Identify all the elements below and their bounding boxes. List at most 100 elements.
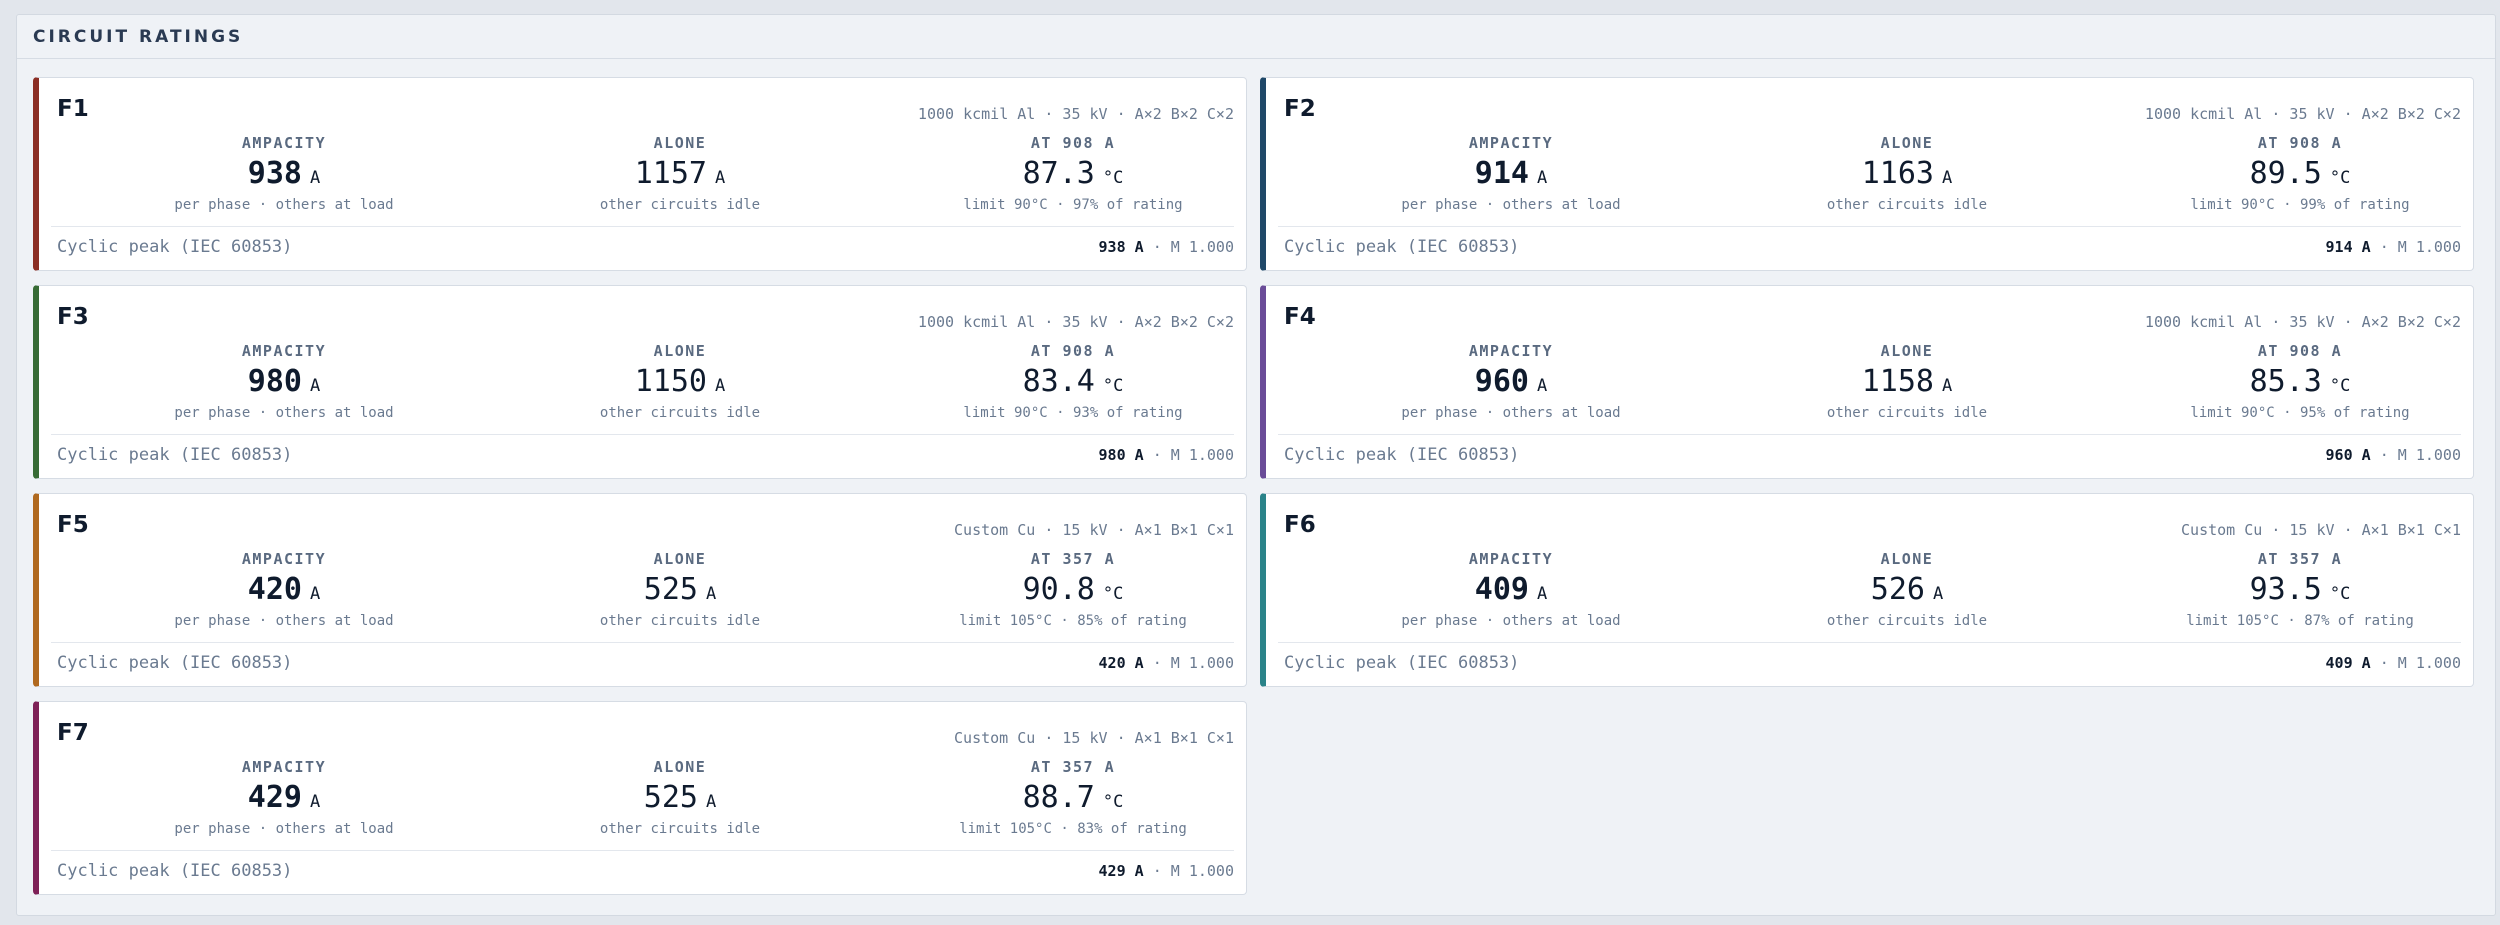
ampacity-metric: AMPACITY 429 A per phase · others at load: [84, 758, 484, 837]
ampacity-sub: per phase · others at load: [1401, 405, 1621, 421]
circuit-card-f4[interactable]: F4 1000 kcmil Al · 35 kV · A×2 B×2 C×2 A…: [1260, 285, 2474, 479]
temperature-unit: °C: [2329, 168, 2351, 188]
temperature-value: 88.7 °C: [873, 780, 1273, 818]
ampacity-value: 420 A: [84, 572, 484, 610]
ampacity-unit: A: [309, 792, 321, 812]
temperature-label: AT 357 A: [1030, 758, 1116, 776]
ampacity-sub: per phase · others at load: [1401, 197, 1621, 213]
temperature-metric: AT 908 A 89.5 °C limit 90°C · 99% of rati…: [2100, 134, 2500, 213]
alone-metric: ALONE 1158 A other circuits idle: [1707, 342, 2107, 421]
circuit-spec: 1000 kcmil Al · 35 kV · A×2 B×2 C×2: [917, 105, 1234, 123]
cyclic-peak-value: 960 A · M 1.000: [2326, 446, 2461, 464]
alone-value: 525 A: [480, 780, 880, 818]
circuit-name: F1: [57, 96, 89, 122]
ampacity-number: 914: [1474, 156, 1529, 191]
cyclic-peak-amps: 980 A: [1098, 446, 1144, 464]
alone-value: 525 A: [480, 572, 880, 610]
card-divider: [51, 642, 1234, 643]
alone-number: 1157: [634, 156, 707, 191]
circuit-card-f3[interactable]: F3 1000 kcmil Al · 35 kV · A×2 B×2 C×2 A…: [33, 285, 1247, 479]
alone-value: 1158 A: [1707, 364, 2107, 402]
temperature-unit: °C: [1102, 584, 1124, 604]
alone-label: ALONE: [653, 134, 707, 152]
circuit-card-f5[interactable]: F5 Custom Cu · 15 kV · A×1 B×1 C×1 AMPAC…: [33, 493, 1247, 687]
temperature-sub: limit 90°C · 97% of rating: [963, 197, 1183, 213]
ampacity-sub: per phase · others at load: [174, 405, 394, 421]
circuit-name: F4: [1284, 304, 1316, 330]
cyclic-peak-amps: 960 A: [2325, 446, 2371, 464]
cyclic-peak-value: 938 A · M 1.000: [1099, 238, 1234, 256]
ampacity-unit: A: [309, 584, 321, 604]
temperature-metric: AT 908 A 85.3 °C limit 90°C · 95% of rati…: [2100, 342, 2500, 421]
alone-number: 1158: [1861, 364, 1934, 399]
temperature-unit: °C: [1102, 376, 1124, 396]
temperature-label: AT 357 A: [1030, 550, 1116, 568]
temperature-metric: AT 908 A 87.3 °C limit 90°C · 97% of rati…: [873, 134, 1273, 213]
temperature-sub: limit 90°C · 93% of rating: [963, 405, 1183, 421]
alone-unit: A: [1932, 584, 1944, 604]
alone-metric: ALONE 526 A other circuits idle: [1707, 550, 2107, 629]
card-divider: [51, 434, 1234, 435]
cyclic-peak-multiplier: · M 1.000: [2379, 654, 2461, 672]
alone-sub: other circuits idle: [599, 821, 761, 837]
cyclic-peak-multiplier: · M 1.000: [2379, 238, 2461, 256]
cyclic-peak-value: 914 A · M 1.000: [2326, 238, 2461, 256]
temperature-number: 85.3: [2249, 364, 2322, 399]
temperature-number: 83.4: [1022, 364, 1095, 399]
circuit-card-f2[interactable]: F2 1000 kcmil Al · 35 kV · A×2 B×2 C×2 A…: [1260, 77, 2474, 271]
ampacity-unit: A: [309, 168, 321, 188]
alone-value: 526 A: [1707, 572, 2107, 610]
temperature-number: 93.5: [2249, 572, 2322, 607]
temperature-sub: limit 105°C · 85% of rating: [959, 613, 1187, 629]
ampacity-metric: AMPACITY 980 A per phase · others at load: [84, 342, 484, 421]
alone-metric: ALONE 1150 A other circuits idle: [480, 342, 880, 421]
alone-metric: ALONE 525 A other circuits idle: [480, 550, 880, 629]
circuit-ratings-panel: CIRCUIT RATINGS F1 1000 kcmil Al · 35 kV…: [16, 14, 2496, 916]
circuit-card-f6[interactable]: F6 Custom Cu · 15 kV · A×1 B×1 C×1 AMPAC…: [1260, 493, 2474, 687]
alone-unit: A: [705, 584, 717, 604]
alone-label: ALONE: [1880, 342, 1934, 360]
temperature-value: 93.5 °C: [2100, 572, 2500, 610]
circuit-name: F7: [57, 720, 89, 746]
ampacity-value: 938 A: [84, 156, 484, 194]
cyclic-peak-amps: 938 A: [1098, 238, 1144, 256]
temperature-value: 89.5 °C: [2100, 156, 2500, 194]
circuit-name: F6: [1284, 512, 1316, 538]
cyclic-peak-label: Cyclic peak (IEC 60853): [1284, 445, 1520, 465]
ampacity-number: 980: [247, 364, 302, 399]
ampacity-unit: A: [1536, 168, 1548, 188]
alone-sub: other circuits idle: [1826, 197, 1988, 213]
temperature-sub: limit 105°C · 83% of rating: [959, 821, 1187, 837]
card-divider: [51, 226, 1234, 227]
temperature-metric: AT 357 A 88.7 °C limit 105°C · 83% of rat…: [873, 758, 1273, 837]
alone-unit: A: [1942, 376, 1953, 396]
ampacity-sub: per phase · others at load: [174, 197, 394, 213]
alone-number: 1163: [1861, 156, 1934, 191]
alone-value: 1157 A: [480, 156, 880, 194]
alone-label: ALONE: [1880, 134, 1934, 152]
alone-label: ALONE: [1880, 550, 1934, 568]
cyclic-peak-multiplier: · M 1.000: [1152, 862, 1234, 880]
temperature-number: 88.7: [1022, 780, 1095, 815]
alone-number: 525: [643, 572, 698, 607]
ampacity-value: 429 A: [84, 780, 484, 818]
temperature-label: AT 908 A: [1030, 134, 1116, 152]
cyclic-peak-multiplier: · M 1.000: [1152, 446, 1234, 464]
circuit-card-f1[interactable]: F1 1000 kcmil Al · 35 kV · A×2 B×2 C×2 A…: [33, 77, 1247, 271]
cyclic-peak-amps: 914 A: [2325, 238, 2371, 256]
ampacity-label: AMPACITY: [241, 550, 327, 568]
alone-unit: A: [715, 376, 726, 396]
temperature-metric: AT 357 A 90.8 °C limit 105°C · 85% of rat…: [873, 550, 1273, 629]
ampacity-metric: AMPACITY 409 A per phase · others at load: [1311, 550, 1711, 629]
ampacity-metric: AMPACITY 960 A per phase · others at load: [1311, 342, 1711, 421]
temperature-value: 83.4 °C: [873, 364, 1273, 402]
cyclic-peak-label: Cyclic peak (IEC 60853): [1284, 653, 1520, 673]
alone-sub: other circuits idle: [599, 197, 761, 213]
circuit-card-f7[interactable]: F7 Custom Cu · 15 kV · A×1 B×1 C×1 AMPAC…: [33, 701, 1247, 895]
ampacity-number: 409: [1474, 572, 1529, 607]
ampacity-unit: A: [1536, 584, 1548, 604]
ampacity-metric: AMPACITY 914 A per phase · others at load: [1311, 134, 1711, 213]
circuit-spec: 1000 kcmil Al · 35 kV · A×2 B×2 C×2: [917, 313, 1234, 331]
alone-unit: A: [1942, 168, 1953, 188]
temperature-sub: limit 105°C · 87% of rating: [2186, 613, 2414, 629]
